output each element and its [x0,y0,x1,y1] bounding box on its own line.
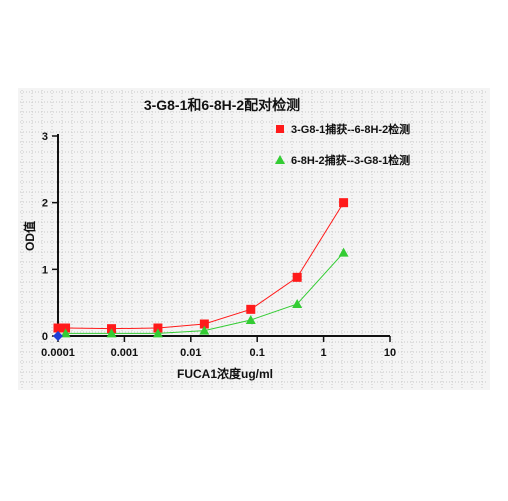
data-point-series-2 [106,328,117,338]
y-tick-label: 0 [42,331,48,343]
y-tick-label: 3 [42,131,48,143]
grid [20,90,488,388]
x-tick-label: 0.1 [250,347,265,359]
x-tick-label: 10 [384,347,396,359]
data-point-series-1 [246,304,256,314]
data-point-series-3 [53,331,63,341]
legend: 3-G8-1捕获--6-8H-2检测 6-8H-2捕获--3-G8-1检测 [275,122,410,167]
data-point-series-2 [245,315,256,324]
data-point-series-1 [339,198,349,208]
data-point-series-1 [292,272,302,282]
figure-background [18,88,490,390]
data-point-series-2 [60,328,71,338]
legend-label-series-1: 3-G8-1捕获--6-8H-2检测 [291,122,410,136]
legend-marker-series-1 [276,125,284,133]
series-line-1 [58,202,345,330]
data-point-series-1 [53,323,63,333]
legend-label-series-2: 6-8H-2捕获--3-G8-1检测 [291,153,410,167]
data-point-series-1 [153,323,163,333]
x-axis-label: FUCA1浓度ug/ml [177,366,273,381]
y-axis-label: OD值 [22,221,37,251]
legend-marker-series-2 [275,155,285,164]
x-tick-label: 0.0001 [41,347,75,359]
x-tick-label: 1 [321,347,327,359]
data-point-series-1 [61,323,71,333]
chart-title: 3-G8-1和6-8H-2配对检测 [144,97,300,113]
data-point-series-2 [199,325,210,335]
markers [53,198,349,341]
y-tick-label: 1 [42,264,48,276]
x-tick-label: 0.001 [111,347,139,359]
data-point-series-2 [338,247,349,257]
x-tick-label: 0.01 [180,347,201,359]
data-point-series-2 [152,328,163,338]
data-point-series-1 [199,319,209,329]
y-tick-label: 2 [42,198,48,210]
data-point-series-2 [292,299,303,308]
